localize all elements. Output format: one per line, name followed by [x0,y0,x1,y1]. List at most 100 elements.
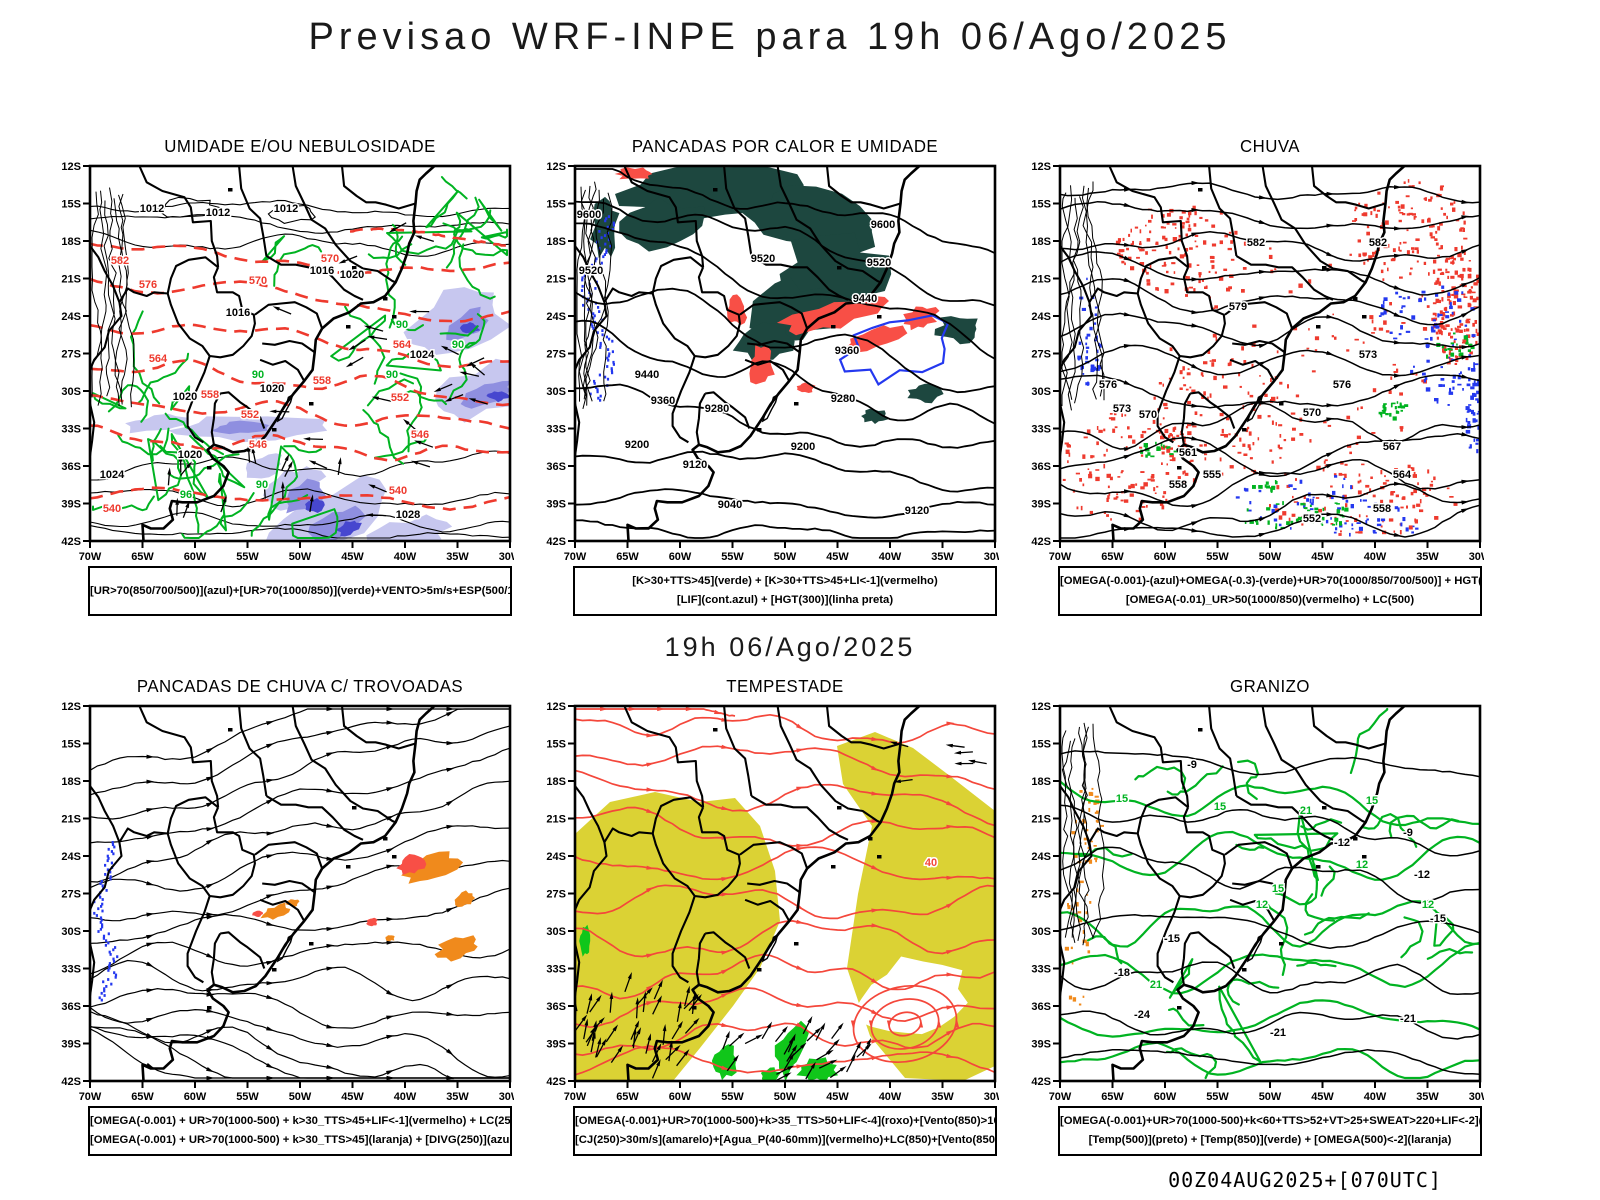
svg-text:30S: 30S [546,386,566,398]
valid-time-subtitle: 19h 06/Ago/2025 [664,632,916,662]
svg-text:21: 21 [1300,805,1312,817]
svg-text:573: 573 [1359,349,1377,361]
svg-text:30S: 30S [1031,926,1051,938]
svg-text:90: 90 [386,369,398,381]
svg-text:1016: 1016 [310,265,334,277]
caption-line: [Temp(500)](preto) + [Temp(850)](verde) … [1088,1134,1452,1146]
svg-text:65W: 65W [1101,1091,1124,1103]
svg-text:18S: 18S [546,236,566,248]
svg-text:35W: 35W [446,1091,469,1103]
weather-map-granizo: 15 15 15 15 12 12 12 21 21 -9 -9 -12 -12 -15 -15 -18 -21… [1031,701,1484,1103]
map-panel-pancadas-calor: PANCADAS POR CALOR E UMIDADE 9600 9600 952… [546,136,999,616]
weather-map-pancadas-calor: 9600 9600 9520 9520 9520 9440 9440 9360 9360 9280… [546,161,999,563]
svg-text:12: 12 [1356,859,1368,871]
svg-text:55W: 55W [1206,551,1229,563]
svg-text:60W: 60W [184,551,207,563]
svg-text:50W: 50W [289,1091,312,1103]
svg-text:15: 15 [1116,793,1128,805]
svg-text:-12: -12 [1414,869,1430,881]
svg-text:30S: 30S [61,926,81,938]
svg-text:39S: 39S [546,499,566,511]
svg-text:40W: 40W [1364,551,1387,563]
svg-text:65W: 65W [1101,551,1124,563]
svg-text:9520: 9520 [579,265,603,277]
svg-text:33S: 33S [1031,424,1051,436]
svg-text:21S: 21S [546,814,566,826]
svg-text:36S: 36S [546,461,566,473]
svg-text:36S: 36S [546,1001,566,1013]
svg-text:50W: 50W [774,1091,797,1103]
svg-text:60W: 60W [1154,1091,1177,1103]
svg-text:546: 546 [411,429,429,441]
svg-text:27S: 27S [546,349,566,361]
caption-box: [OMEGA(-0.001)+UR>70(1000-500)+k<60+TTS>… [1058,1106,1482,1156]
svg-text:1024: 1024 [410,349,435,361]
svg-text:50W: 50W [289,551,312,563]
svg-text:35W: 35W [446,551,469,563]
svg-text:1012: 1012 [274,203,298,215]
svg-text:70W: 70W [79,551,102,563]
svg-text:42S: 42S [1031,536,1051,548]
svg-text:-15: -15 [1430,913,1446,925]
svg-text:30W: 30W [984,551,999,563]
svg-text:39S: 39S [1031,1039,1051,1051]
svg-text:24S: 24S [1031,311,1051,323]
svg-text:9440: 9440 [853,293,877,305]
caption-line: [OMEGA(-0.001)+UR>70(1000-500)+k<60+TTS>… [1060,1115,1482,1128]
svg-text:540: 540 [103,503,121,515]
map-panel-trovoadas: PANCADAS DE CHUVA C/ TROVOADAS 12S 15S 18S… [61,676,514,1156]
svg-text:50W: 50W [774,551,797,563]
svg-text:540: 540 [389,485,407,497]
svg-text:570: 570 [321,253,339,265]
svg-text:567: 567 [1383,441,1401,453]
svg-text:42S: 42S [1031,1076,1051,1088]
map-title: PANCADAS POR CALOR E UMIDADE [631,136,939,156]
svg-text:33S: 33S [61,424,81,436]
svg-text:576: 576 [139,279,157,291]
svg-text:9440: 9440 [635,369,659,381]
weather-map-chuva: 582 582 579 576 576 573 573 570 570 567 564 561 558 5… [1031,161,1484,563]
svg-text:12S: 12S [61,701,81,713]
svg-text:45W: 45W [341,1091,364,1103]
svg-text:582: 582 [1247,237,1265,249]
svg-text:30S: 30S [546,926,566,938]
svg-text:-21: -21 [1270,1027,1286,1039]
map-title: GRANIZO [1230,676,1310,696]
svg-text:558: 558 [1169,479,1187,491]
svg-text:45W: 45W [826,1091,849,1103]
svg-text:33S: 33S [546,964,566,976]
svg-text:15S: 15S [546,739,566,751]
svg-text:60W: 60W [669,551,692,563]
svg-text:55W: 55W [236,551,259,563]
caption-box: [OMEGA(-0.001)+UR>70(1000-500)+k>35_TTS>… [573,1106,997,1156]
svg-text:582: 582 [1369,237,1387,249]
svg-text:40W: 40W [879,551,902,563]
caption-line: [LIF](cont.azul) + [HGT(300)](linha pret… [676,594,894,606]
svg-text:12S: 12S [1031,701,1051,713]
svg-text:40: 40 [925,857,937,869]
svg-text:552: 552 [391,392,409,404]
map-panel-tempestade: TEMPESTADE 40 12S 15S 18S 21S 24S 27S 30S 33S 36S… [546,676,999,1156]
svg-text:70W: 70W [564,551,587,563]
svg-text:55W: 55W [1206,1091,1229,1103]
svg-text:24S: 24S [61,311,81,323]
svg-text:39S: 39S [61,499,81,511]
svg-text:35W: 35W [931,551,954,563]
svg-text:55W: 55W [236,1091,259,1103]
svg-text:15S: 15S [61,199,81,211]
svg-text:24S: 24S [546,851,566,863]
svg-text:1020: 1020 [178,449,202,461]
svg-text:558: 558 [1373,503,1391,515]
svg-text:18S: 18S [61,236,81,248]
svg-text:564: 564 [393,339,412,351]
weather-map-trovoadas: 12S 15S 18S 21S 24S 27S 30S 33S 36S 39S 42S 70W 65W 6… [61,701,514,1103]
svg-text:558: 558 [201,389,219,401]
svg-text:576: 576 [1333,379,1351,391]
caption-line: [UR>70(850/700/500)](azul)+[UR>70(1000/8… [90,584,512,597]
svg-text:90: 90 [252,369,264,381]
svg-text:21S: 21S [1031,814,1051,826]
svg-text:12: 12 [1422,899,1434,911]
svg-text:42S: 42S [546,1076,566,1088]
svg-text:40W: 40W [394,1091,417,1103]
